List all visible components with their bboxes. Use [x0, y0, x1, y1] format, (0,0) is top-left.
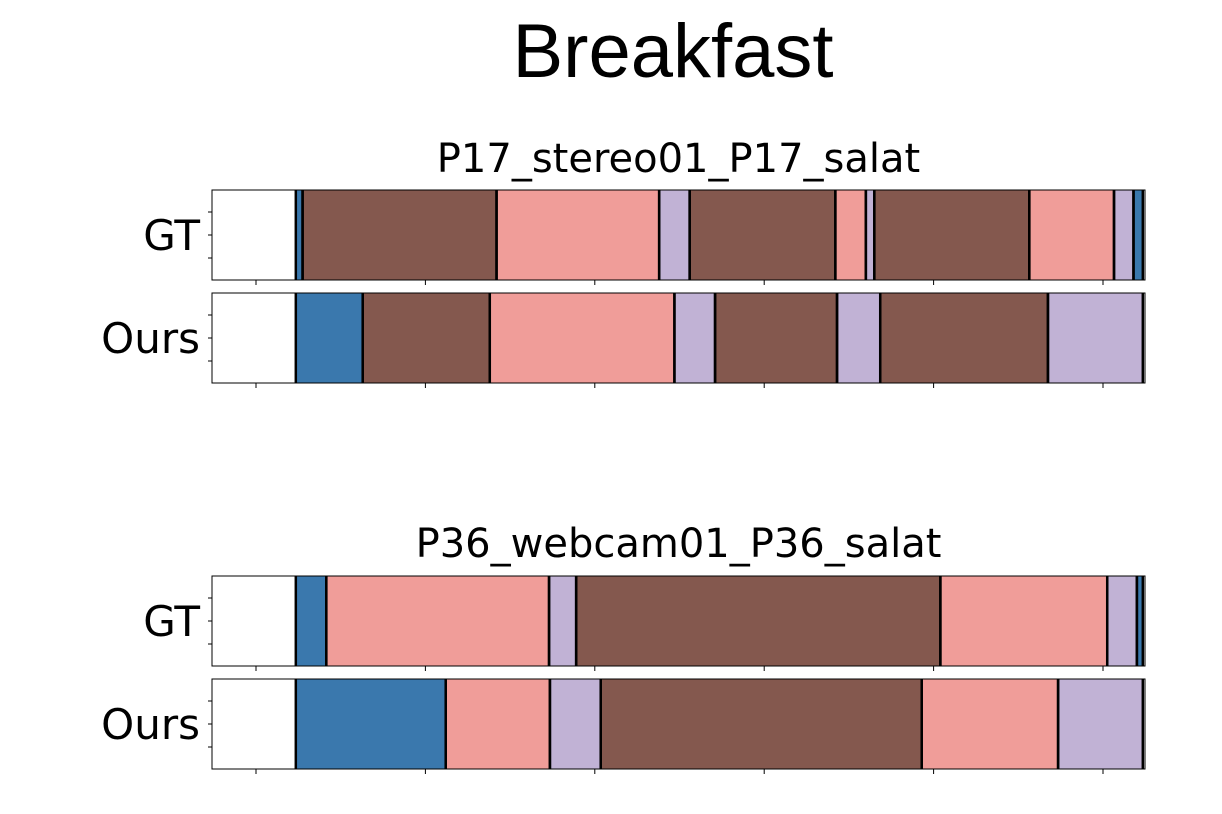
- segment-bar: [865, 190, 875, 280]
- subplot-title: P36_webcam01_P36_salat: [416, 521, 942, 567]
- segment-bar: [489, 293, 675, 383]
- row-label: Ours: [101, 700, 200, 749]
- row-label: GT: [143, 597, 200, 646]
- segment-bar: [715, 293, 838, 383]
- segment-bar: [1047, 293, 1143, 383]
- row-label: Ours: [101, 314, 200, 363]
- segment-bar: [689, 190, 836, 280]
- subplot-title: P17_stereo01_P17_salat: [437, 136, 920, 182]
- row-label: GT: [143, 211, 200, 260]
- segment-bar: [874, 190, 1030, 280]
- segment-bar: [880, 293, 1048, 383]
- segment-bar: [659, 190, 690, 280]
- segment-bar: [326, 576, 550, 666]
- segment-bar: [1058, 679, 1143, 769]
- segment-bar: [835, 190, 866, 280]
- segment-bar: [445, 679, 550, 769]
- segment-bar: [600, 679, 922, 769]
- segment-bar: [1107, 576, 1137, 666]
- segment-bar: [295, 576, 327, 666]
- segment-bar: [295, 293, 363, 383]
- segment-bar: [940, 576, 1108, 666]
- segment-bar: [674, 293, 716, 383]
- segment-bar: [1133, 190, 1143, 280]
- segment-bar: [837, 293, 881, 383]
- segment-bar: [1114, 190, 1134, 280]
- segment-bar: [921, 679, 1059, 769]
- segment-bar: [1029, 190, 1115, 280]
- segment-bar: [302, 190, 497, 280]
- figure-title: Breakfast: [512, 9, 834, 94]
- segment-bar: [295, 190, 303, 280]
- segment-bar: [1136, 576, 1143, 666]
- segment-bar: [295, 679, 446, 769]
- segment-bar: [576, 576, 941, 666]
- segment-bar: [362, 293, 490, 383]
- segment-bar: [496, 190, 660, 280]
- segment-bar: [549, 679, 601, 769]
- segment-bar: [549, 576, 577, 666]
